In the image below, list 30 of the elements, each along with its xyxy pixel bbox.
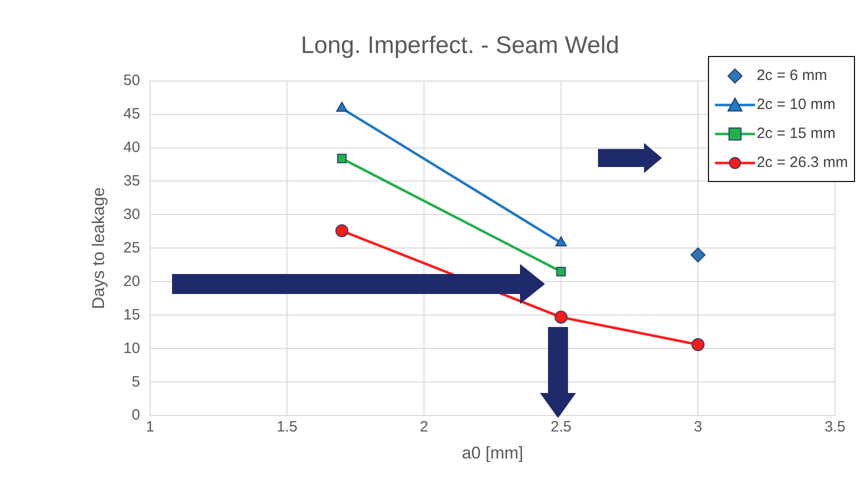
x-tick-label: 3 xyxy=(694,418,702,436)
x-tick-label: 1.5 xyxy=(276,418,298,436)
y-tick-label: 30 xyxy=(123,206,140,223)
point xyxy=(692,338,705,352)
x-tick-label: 2 xyxy=(420,418,428,436)
chart-title: Long. Imperfect. - Seam Weld xyxy=(300,32,620,60)
y-tick-label: 25 xyxy=(123,239,140,256)
y-tick-label: 15 xyxy=(123,306,140,324)
y-axis-title: Days to leakage xyxy=(88,187,108,310)
legend-label: 2c = 15 mm xyxy=(756,125,836,142)
x-tick-label: 1 xyxy=(146,418,154,436)
point xyxy=(337,154,347,164)
legend-label: 2c = 6 mm xyxy=(756,67,828,84)
point xyxy=(556,266,566,276)
legend-label: 2c = 26.3 mm xyxy=(756,154,848,171)
y-tick-label: 10 xyxy=(123,340,140,357)
x-tick-label: 3.5 xyxy=(824,418,846,436)
y-tick-label: 45 xyxy=(123,105,140,122)
y-tick-label: 50 xyxy=(123,72,140,89)
legend-label: 2c = 10 mm xyxy=(756,96,836,113)
x-axis-title: a0 [mm] xyxy=(462,443,524,462)
y-tick-label: 40 xyxy=(123,138,140,156)
point xyxy=(690,247,706,262)
y-tick-label: 5 xyxy=(132,373,140,390)
point xyxy=(335,224,348,238)
y-tick-label: 35 xyxy=(123,172,140,190)
point xyxy=(554,310,568,324)
x-tick-label: 2.5 xyxy=(550,418,572,436)
y-tick-label: 20 xyxy=(123,272,140,290)
y-tick-label: 0 xyxy=(132,406,140,424)
